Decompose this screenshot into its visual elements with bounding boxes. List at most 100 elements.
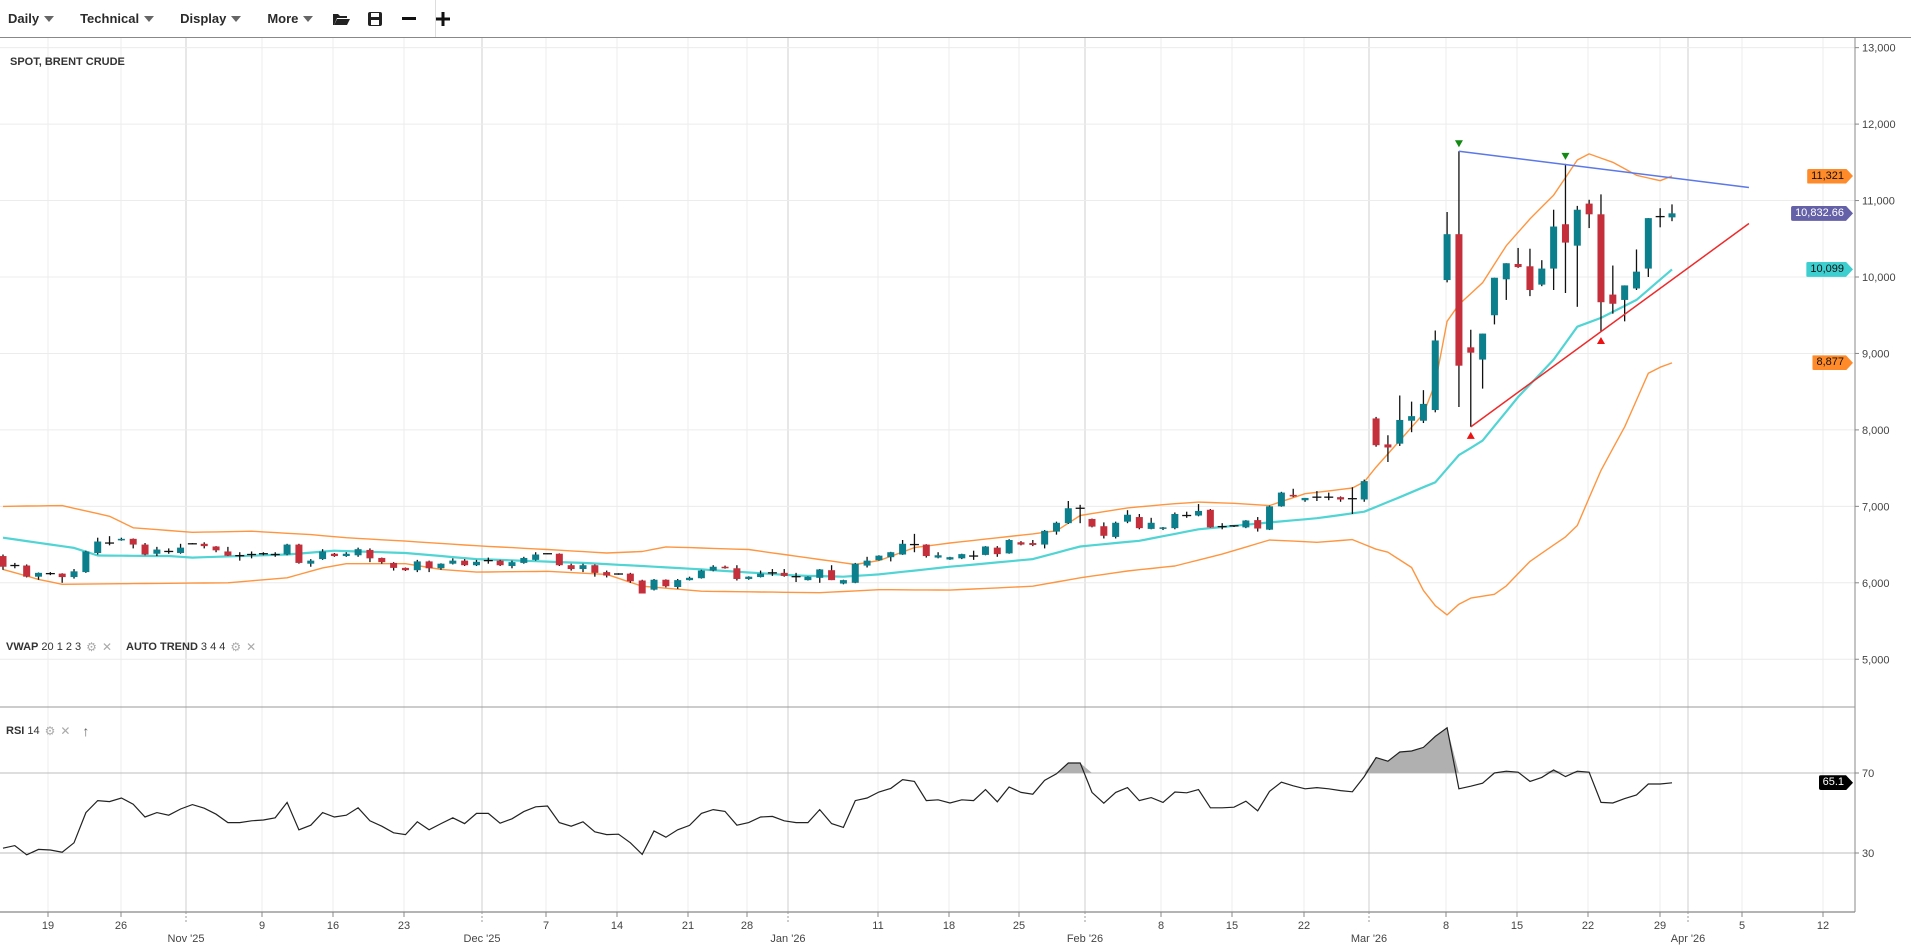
- month-label: Mar '26: [1351, 933, 1387, 945]
- candle-body: [981, 546, 989, 555]
- candle-body: [413, 561, 421, 571]
- candle: [816, 569, 824, 583]
- candle-body: [851, 563, 859, 583]
- candle: [508, 560, 516, 569]
- candle: [757, 570, 765, 578]
- candle: [662, 579, 670, 588]
- candle-body: [1502, 263, 1510, 280]
- x-tick-label: 14: [611, 920, 623, 932]
- candle-body: [875, 555, 883, 561]
- peak-marker-icon: [1561, 152, 1570, 160]
- candle: [1347, 487, 1357, 514]
- candle: [0, 554, 7, 570]
- candle: [141, 543, 149, 556]
- candle: [674, 578, 682, 589]
- candle-body: [1360, 481, 1368, 500]
- x-tick-label: 8: [1443, 920, 1449, 932]
- candle: [1514, 247, 1522, 268]
- x-tick-label: 29: [1654, 920, 1666, 932]
- candle: [1538, 260, 1546, 287]
- candle: [993, 546, 1001, 557]
- candle-body: [1029, 543, 1037, 545]
- more-menu[interactable]: More: [267, 11, 314, 26]
- candle: [542, 553, 552, 555]
- candle-body: [922, 544, 930, 557]
- candle-body: [1052, 522, 1060, 532]
- y-tick-label: 10,000: [1862, 272, 1896, 284]
- candle-body: [1100, 526, 1108, 536]
- folder-open-icon: [333, 13, 351, 25]
- candle: [1100, 522, 1108, 539]
- save-button[interactable]: [361, 5, 389, 33]
- candle: [247, 551, 257, 559]
- candle: [1005, 539, 1013, 554]
- y-tick-label: 5,000: [1862, 654, 1890, 666]
- candle-body: [1431, 340, 1439, 411]
- x-tick-label: 7: [543, 920, 549, 932]
- candle-body: [295, 544, 303, 563]
- candle-body: [35, 572, 43, 577]
- candle-body: [129, 538, 137, 545]
- candle: [117, 537, 125, 541]
- candle-body: [508, 562, 516, 566]
- candle-body: [1597, 214, 1605, 303]
- candle-body: [94, 541, 102, 553]
- display-menu[interactable]: Display: [180, 11, 242, 26]
- candle-body: [662, 579, 670, 587]
- candle: [35, 572, 43, 580]
- candle: [1384, 435, 1392, 463]
- candle-body: [1277, 492, 1285, 507]
- arrow-up-icon[interactable]: ↑: [82, 723, 90, 739]
- candle-body: [366, 549, 374, 559]
- candle-body: [626, 573, 634, 582]
- candle: [354, 547, 362, 557]
- candle: [1301, 497, 1309, 502]
- candle-body: [1621, 285, 1629, 300]
- candle: [496, 559, 504, 566]
- candle-body: [472, 561, 480, 566]
- technical-menu[interactable]: Technical: [80, 11, 155, 26]
- candle-body: [1455, 234, 1463, 366]
- open-button[interactable]: [327, 5, 355, 33]
- candle-body: [378, 557, 386, 563]
- chart-title: SPOT, BRENT CRUDE: [10, 56, 125, 68]
- close-icon[interactable]: ✕: [101, 640, 112, 654]
- zoom-out-button[interactable]: [395, 5, 423, 33]
- y-tick-label: 8,000: [1862, 425, 1890, 437]
- candle-body: [1668, 213, 1676, 218]
- rsi-value-tag: 65.1: [1819, 775, 1853, 790]
- candle: [1655, 208, 1665, 228]
- candles: [0, 151, 1676, 594]
- candle: [828, 565, 836, 581]
- x-tick-label: 23: [398, 920, 410, 932]
- candle-body: [567, 565, 575, 570]
- candle-body: [697, 570, 705, 579]
- rsi-tick-label: 30: [1862, 848, 1874, 860]
- candle-body: [200, 543, 208, 547]
- price-tag: 8,877: [1812, 355, 1853, 370]
- technical-menu-label: Technical: [80, 11, 140, 26]
- auto-trend-params: 3 4 4: [200, 641, 226, 653]
- candle-body: [993, 547, 1001, 555]
- close-icon[interactable]: ✕: [60, 724, 71, 738]
- candle-body: [342, 553, 350, 557]
- gear-icon[interactable]: ⚙: [86, 640, 97, 654]
- support-trendline: [1470, 222, 1750, 428]
- candle: [767, 569, 777, 576]
- candle-body: [1419, 403, 1427, 421]
- candle: [579, 563, 587, 573]
- rsi-name: RSI: [6, 725, 25, 737]
- candle-body: [555, 553, 563, 566]
- candle: [258, 552, 268, 556]
- close-icon[interactable]: ✕: [246, 640, 257, 654]
- candle: [1408, 401, 1416, 433]
- gear-icon[interactable]: ⚙: [230, 640, 242, 654]
- candle-body: [1526, 266, 1534, 290]
- x-tick-label: 15: [1226, 920, 1238, 932]
- zoom-in-button[interactable]: [429, 5, 457, 33]
- gear-icon[interactable]: ⚙: [44, 724, 56, 738]
- daily-menu[interactable]: Daily: [8, 11, 55, 26]
- candle: [1609, 265, 1617, 314]
- y-tick-label: 6,000: [1862, 578, 1890, 590]
